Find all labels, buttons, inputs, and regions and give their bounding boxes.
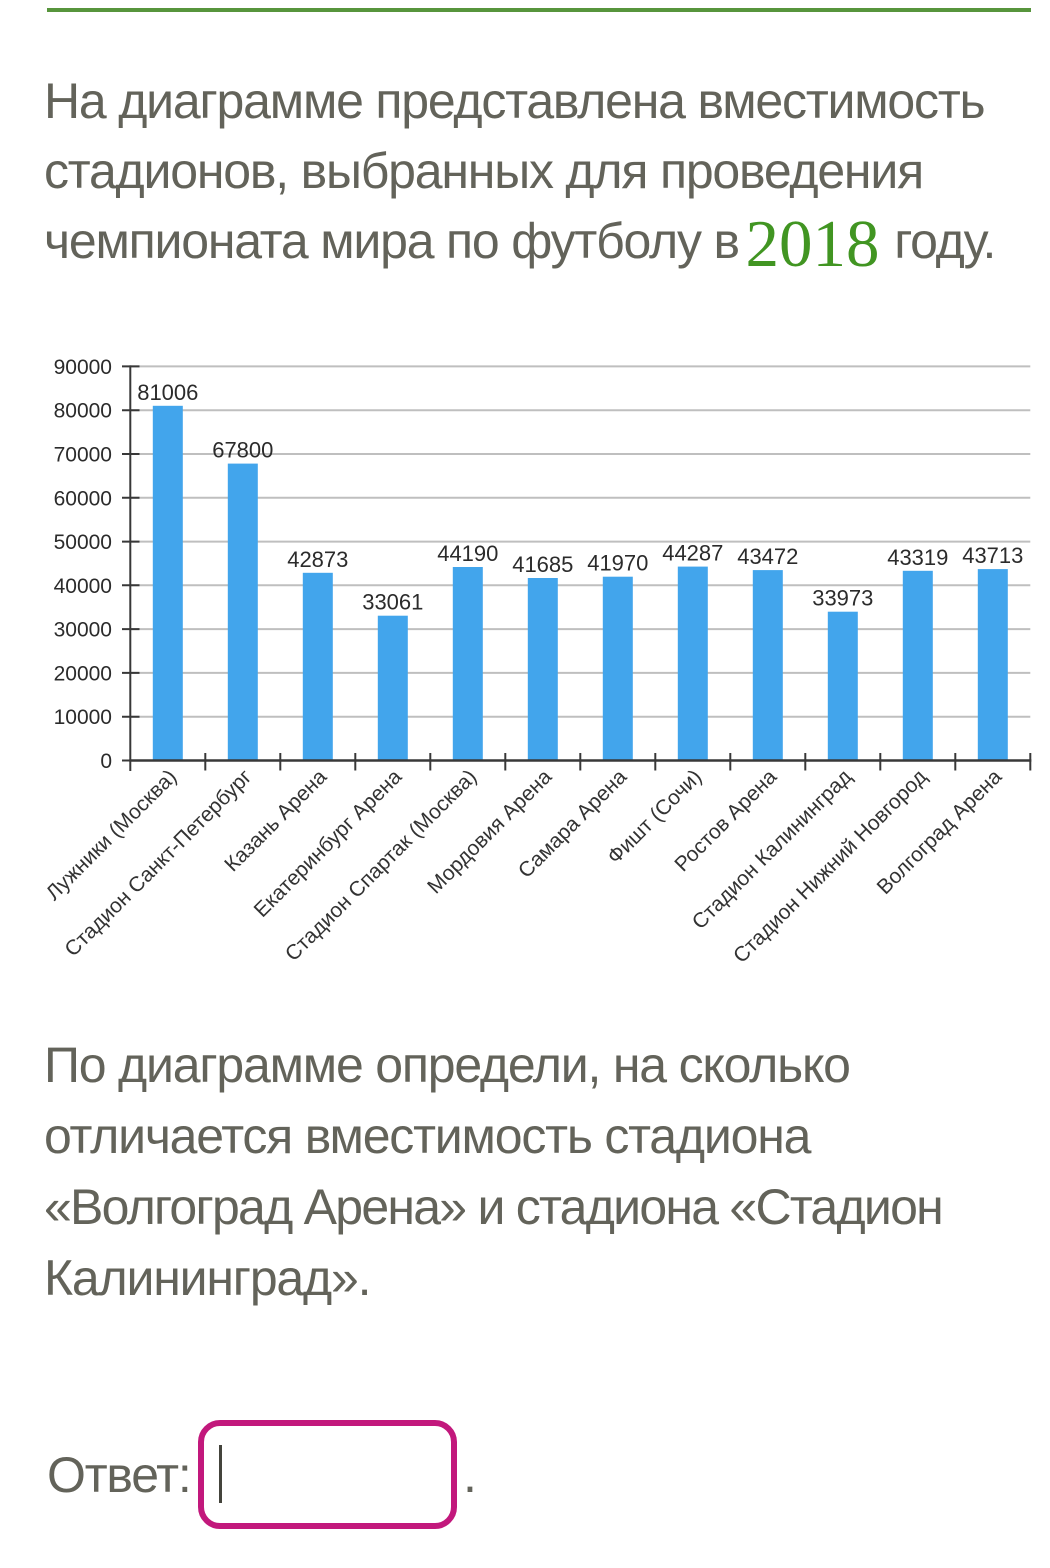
svg-text:90000: 90000 [54, 356, 112, 379]
svg-text:67800: 67800 [212, 438, 273, 463]
svg-text:41685: 41685 [512, 552, 573, 577]
svg-text:40000: 40000 [54, 575, 112, 598]
svg-text:70000: 70000 [54, 444, 112, 467]
svg-text:Мордовия Арена: Мордовия Арена [423, 765, 556, 898]
svg-text:43319: 43319 [887, 545, 948, 570]
svg-text:Лужники (Москва): Лужники (Москва) [42, 765, 182, 905]
svg-text:33061: 33061 [362, 590, 423, 615]
svg-text:81006: 81006 [137, 380, 198, 405]
svg-text:10000: 10000 [54, 706, 112, 729]
svg-text:60000: 60000 [54, 487, 112, 510]
svg-text:33973: 33973 [812, 586, 873, 611]
svg-text:20000: 20000 [54, 662, 112, 685]
svg-text:50000: 50000 [54, 531, 112, 554]
svg-text:80000: 80000 [54, 400, 112, 423]
svg-text:44287: 44287 [662, 541, 723, 566]
svg-text:43472: 43472 [737, 544, 798, 569]
svg-text:30000: 30000 [54, 619, 112, 642]
svg-text:43713: 43713 [962, 543, 1023, 568]
svg-text:Екатеринбург Арена: Екатеринбург Арена [250, 765, 407, 922]
svg-text:41970: 41970 [587, 551, 648, 576]
svg-text:Волгоград Арена: Волгоград Арена [873, 765, 1007, 899]
svg-text:42873: 42873 [287, 547, 348, 572]
svg-text:0: 0 [100, 750, 112, 773]
svg-text:44190: 44190 [437, 541, 498, 566]
